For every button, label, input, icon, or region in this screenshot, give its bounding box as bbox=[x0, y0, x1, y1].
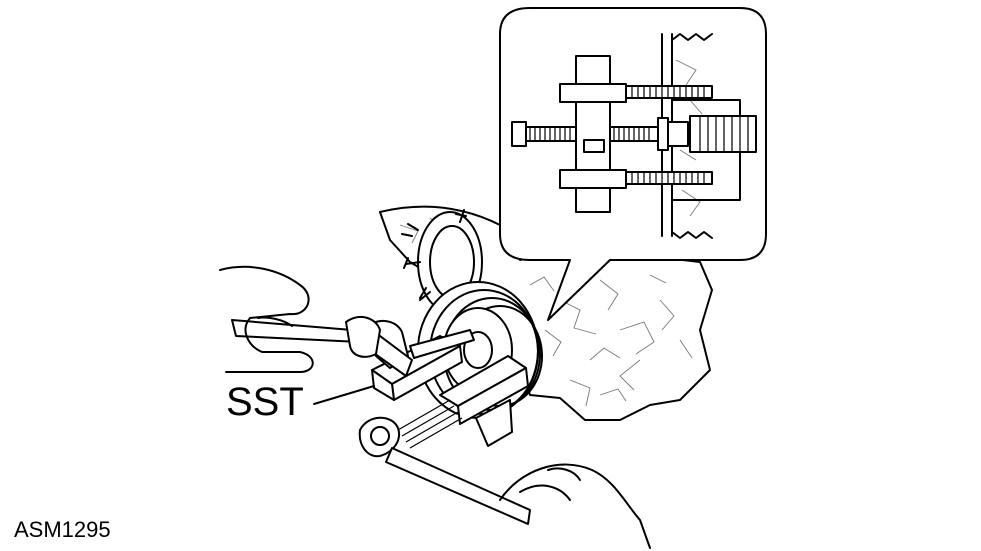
sst-label: SST bbox=[226, 380, 304, 424]
detail-inset bbox=[499, 7, 767, 321]
figure-code: ASM1295 bbox=[14, 517, 111, 542]
wrench-lower bbox=[358, 416, 531, 525]
hand-lower-right bbox=[499, 463, 651, 549]
wrench-upper bbox=[231, 315, 381, 358]
sst-leader-line bbox=[313, 385, 375, 405]
hand-upper-left bbox=[219, 265, 314, 373]
